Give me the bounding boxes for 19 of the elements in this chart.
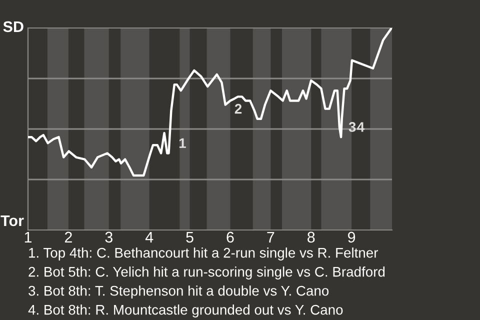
text: 3. Bot 8th: T. Stephenson hit a double vs Y. Cano [28, 286, 329, 298]
text: 4. Bot 8th: R. Mountcastle grounded out vs Y. Cano [28, 304, 343, 318]
x-tick-label: 8 [308, 232, 315, 243]
text: SD [3, 21, 24, 32]
x-tick-label: 3 [105, 232, 112, 243]
x-tick-label: 1 [24, 232, 32, 242]
x-tick-label: 9 [348, 232, 356, 243]
text: 1. Top 4th: C. Bethancourt hit a 2-run single vs R. Feltner [29, 248, 378, 260]
annotation: 4 [357, 122, 364, 132]
text: 2. Bot 5th: C. Yelich hit a run-scoring single vs C. Bradford [28, 266, 385, 280]
x-tick-label: 6 [226, 232, 234, 243]
annotation: 1 [179, 138, 186, 148]
x-tick-label: 4 [145, 232, 154, 242]
x-tick-label: 7 [267, 232, 274, 242]
annotation: 2 [234, 104, 242, 114]
x-tick-label: 2 [64, 232, 72, 242]
text: Tor [0, 215, 24, 226]
x-tick-label: 5 [186, 232, 194, 243]
annotation: 3 [348, 122, 356, 132]
